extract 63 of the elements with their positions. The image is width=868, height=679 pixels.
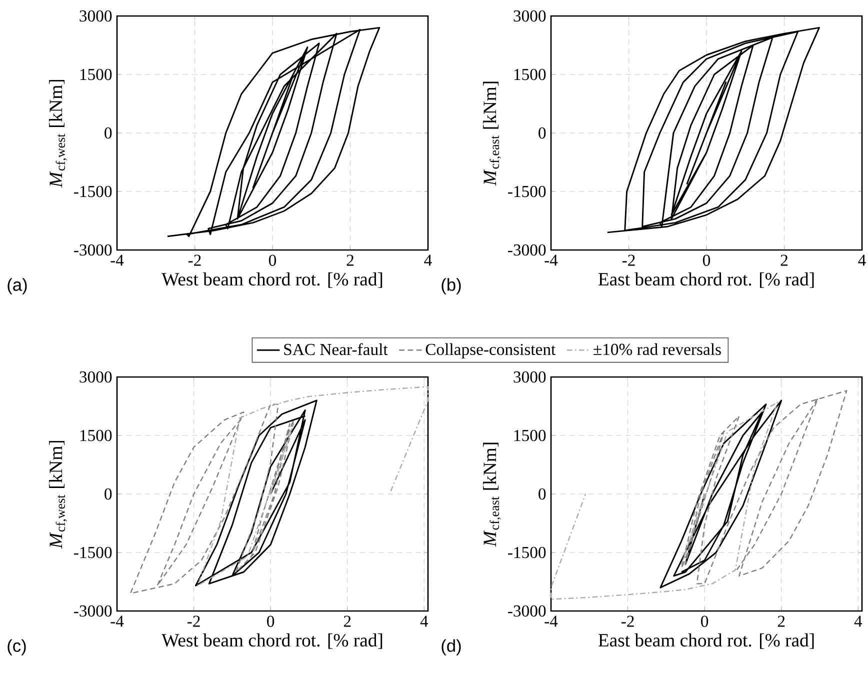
x-axis-title: East beam chord rot. [% rad]	[598, 633, 814, 649]
x-tick-label: 2	[778, 616, 785, 627]
y-tick-label: -3000	[508, 605, 546, 617]
line-series	[166, 26, 380, 238]
x-tick-label: 2	[346, 254, 354, 266]
line-series	[197, 386, 429, 586]
y-tick-label: -1500	[74, 186, 112, 198]
y-tick-label: 1500	[80, 430, 112, 442]
x-tick-label: -4	[544, 254, 558, 266]
legend-label: SAC Near-fault	[284, 343, 388, 356]
y-tick-label: 3000	[514, 10, 546, 22]
y-tick-label: 0	[538, 488, 546, 500]
y-axis-title: M$_{cf,west}$ [kNm]	[49, 80, 67, 188]
y-tick-label: -1500	[508, 186, 546, 198]
y-tick-label: -3000	[74, 244, 112, 256]
text: (c)	[8, 639, 26, 656]
x-tick-label: 0	[702, 254, 710, 266]
y-tick-label: 3000	[80, 371, 112, 383]
y-tick-label: -1500	[508, 546, 546, 558]
x-tick-label: -2	[622, 254, 635, 266]
x-tick-label: -2	[187, 616, 200, 627]
text: (a)	[8, 278, 27, 294]
line-series	[550, 402, 778, 600]
x-tick-label: -2	[188, 254, 201, 266]
x-axis-title: West beam chord rot. [% rad]	[162, 272, 382, 288]
y-tick-label: -3000	[508, 244, 546, 256]
y-tick-label: 0	[538, 127, 546, 139]
line-series	[194, 400, 318, 586]
y-axis-title: M$_{cf,east}$ [kNm]	[483, 442, 501, 547]
line-series	[680, 390, 848, 584]
x-tick-label: 4	[424, 254, 432, 266]
legend-label: Collapse-consistent	[426, 343, 556, 358]
x-tick-label: 4	[854, 616, 862, 627]
y-tick-label: 1500	[80, 68, 112, 80]
x-tick-label: 0	[267, 616, 274, 627]
x-tick-label: 4	[420, 616, 428, 627]
y-axis-title: M$_{cf,west}$ [kNm]	[49, 440, 67, 549]
x-axis-title: West beam chord rot. [% rad]	[162, 633, 382, 649]
x-tick-label: -2	[621, 616, 634, 627]
x-tick-label: 4	[858, 254, 866, 266]
x-tick-label: 2	[344, 616, 351, 627]
y-tick-label: 3000	[514, 371, 546, 383]
x-tick-label: 0	[268, 254, 276, 266]
line-series	[130, 404, 294, 594]
x-tick-label: -4	[110, 254, 124, 266]
line-series	[660, 400, 782, 588]
y-tick-label: -3000	[74, 605, 112, 617]
x-tick-label: -4	[544, 616, 558, 627]
text: (d)	[442, 639, 461, 656]
x-tick-label: 0	[701, 616, 708, 627]
x-tick-label: 2	[780, 254, 788, 266]
x-axis-title: East beam chord rot. [% rad]	[598, 272, 814, 288]
y-tick-label: 1500	[514, 430, 546, 442]
x-tick-label: -4	[110, 616, 124, 627]
line-series	[606, 26, 820, 234]
y-tick-label: -1500	[74, 546, 112, 558]
y-tick-label: 1500	[514, 68, 546, 80]
y-tick-label: 3000	[80, 10, 112, 22]
y-tick-label: 0	[104, 488, 112, 500]
text: (b)	[442, 278, 461, 294]
y-tick-label: 0	[104, 127, 112, 139]
legend-label: ±10% rad reversals	[594, 343, 721, 356]
y-axis-title: M$_{cf,east}$ [kNm]	[483, 82, 501, 186]
